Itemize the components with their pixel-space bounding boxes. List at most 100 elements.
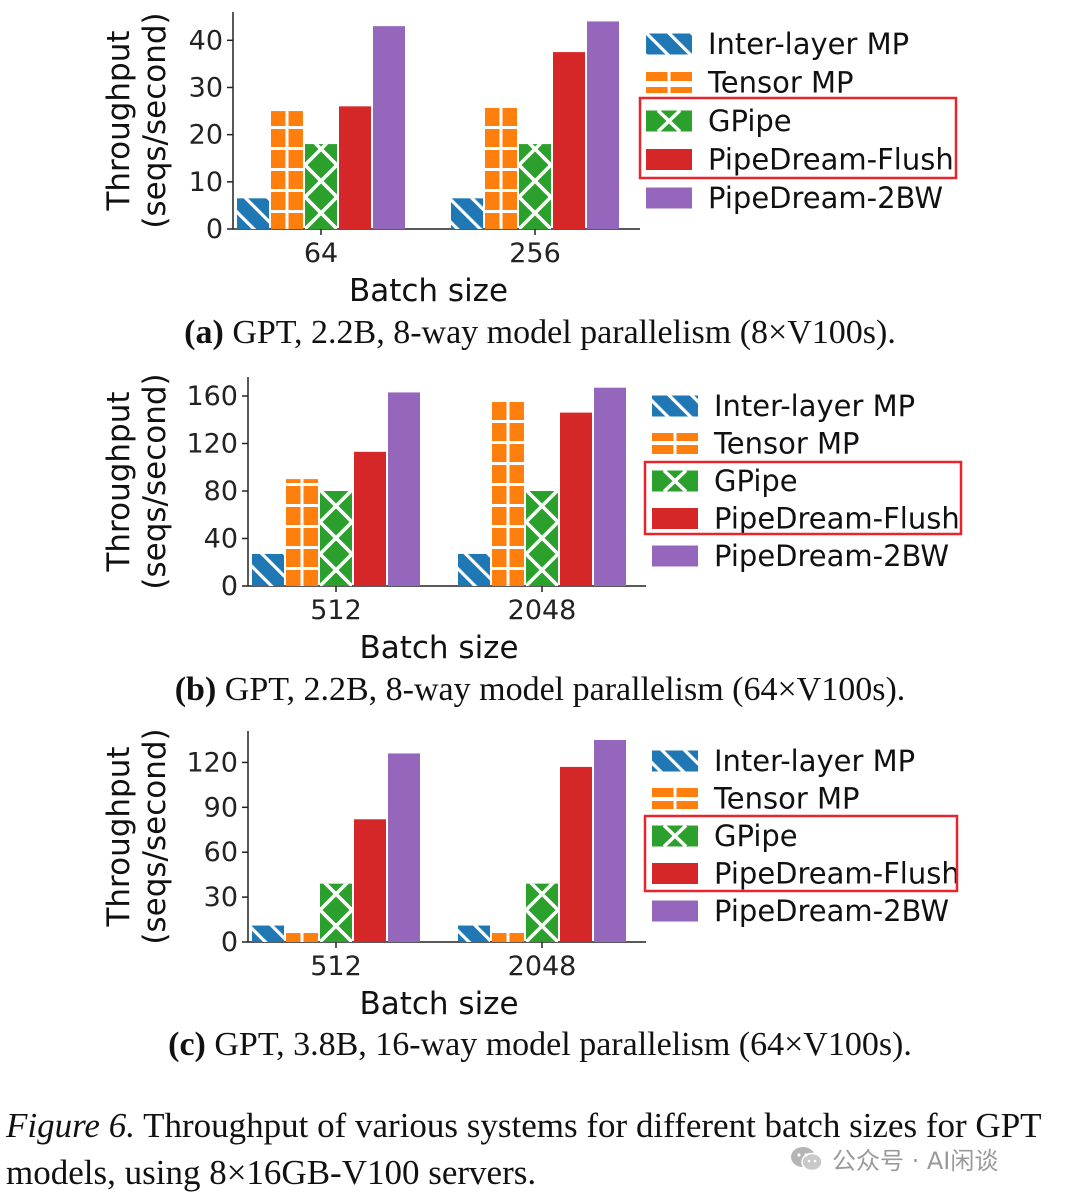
- subfigure-caption-label: (b): [175, 671, 217, 708]
- subfigure-caption-label: (c): [168, 1026, 206, 1063]
- bar-gpipe-2048-hatch: [526, 491, 558, 586]
- y-tick-label: 90: [204, 792, 238, 823]
- x-tick-label: 2048: [508, 951, 577, 982]
- legend-swatch-pipedream-2bw: [652, 900, 698, 922]
- legend-label-gpipe: GPipe: [714, 819, 798, 853]
- legend-label-pipedream-flush: PipeDream-Flush: [714, 857, 960, 891]
- chart-3: 0 30 60 90 120 Throughput(seqs/second) 512 2048…: [101, 728, 960, 1063]
- bar-pipedream-2bw-512: [388, 392, 420, 586]
- bar-gpipe-64: [305, 144, 337, 229]
- figure-caption-text: Throughput of various systems for differ…: [6, 1106, 1041, 1192]
- y-tick-label: 40: [189, 25, 223, 56]
- subfigure-caption-text: GPT, 3.8B, 16-way model parallelism (64×…: [206, 1026, 912, 1063]
- y-tick-label: 0: [221, 571, 238, 602]
- legend-highlight-box: [638, 96, 958, 180]
- legend-swatch-pipedream-flush: [646, 149, 692, 170]
- y-tick-label: 40: [204, 524, 238, 555]
- chart-1: 0 10 20 30 40 Throughput(seqs/second) 64 256Bat…: [101, 12, 958, 351]
- bar-inter-layer-mp-512: [252, 925, 284, 942]
- y-tick-label: 10: [189, 167, 223, 198]
- legend: Inter-layer MP Tensor MP GPipe PipeDream-Fl…: [638, 27, 958, 215]
- y-tick-label: 30: [204, 882, 238, 913]
- bar-gpipe-256-hatch: [519, 144, 551, 229]
- legend-label-tensor-mp: Tensor MP: [707, 66, 854, 100]
- wechat-icon: [791, 1146, 823, 1171]
- x-axis-label: Batch size: [359, 986, 518, 1022]
- bar-pipedream-2bw-2048: [594, 739, 626, 942]
- bar-pipedream-flush-2048: [560, 766, 592, 942]
- y-tick-label: 0: [221, 927, 238, 958]
- legend-highlight-box: [643, 460, 963, 536]
- x-tick-label: 512: [310, 595, 362, 626]
- x-tick-label: 2048: [508, 595, 577, 626]
- y-tick-label: 160: [186, 381, 238, 412]
- figure-caption: Figure 6. Throughput of various systems …: [6, 1102, 1078, 1196]
- bar-pipedream-flush-64: [339, 106, 371, 229]
- legend-highlight-box: [643, 814, 959, 893]
- legend-label-pipedream-2bw: PipeDream-2BW: [714, 539, 949, 573]
- bar-pipedream-2bw-512: [388, 753, 420, 942]
- bar-inter-layer-mp-2048: [458, 925, 490, 942]
- x-axis-label: Batch size: [359, 630, 518, 666]
- bar-pipedream-flush-512: [354, 819, 386, 942]
- bar-pipedream-2bw-64: [373, 26, 405, 229]
- bar-gpipe-256: [519, 144, 551, 229]
- bar-pipedream-flush-2048: [560, 412, 592, 586]
- bar-inter-layer-mp-2048: [458, 553, 490, 586]
- y-tick-label: 30: [189, 72, 223, 103]
- bar-pipedream-2bw-2048: [594, 387, 626, 586]
- bar-inter-layer-mp-64: [237, 198, 269, 229]
- subfigure-caption-text: GPT, 2.2B, 8-way model parallelism (64×V…: [216, 671, 905, 708]
- y-axis-label: Throughput(seqs/second): [101, 12, 173, 228]
- bar-gpipe-64-hatch: [305, 144, 337, 229]
- legend-label-pipedream-flush: PipeDream-Flush: [708, 143, 954, 177]
- subfigure-caption: (b) GPT, 2.2B, 8-way model parallelism (…: [175, 671, 906, 708]
- legend-swatch-pipedream-flush: [652, 508, 698, 529]
- legend-swatch-pipedream-2bw: [652, 545, 698, 567]
- bar-pipedream-flush-256: [553, 52, 585, 229]
- x-tick-label: 512: [310, 951, 362, 982]
- watermark-text: 公众号 · AI闲谈: [832, 1147, 999, 1175]
- subfigure-caption: (a) GPT, 2.2B, 8-way model parallelism (…: [184, 314, 896, 351]
- legend-label-tensor-mp: Tensor MP: [713, 427, 860, 461]
- legend-swatch-inter-layer-mp: [646, 33, 692, 55]
- y-axis-label: Throughput(seqs/second): [101, 728, 173, 944]
- bar-gpipe-2048-hatch: [526, 883, 558, 943]
- bar-gpipe-512-hatch: [320, 491, 352, 586]
- x-axis-label: Batch size: [349, 273, 508, 309]
- legend-label-pipedream-flush: PipeDream-Flush: [714, 502, 960, 536]
- chart-2: 0 40 80 120 160 Throughput(seqs/second) 512 204…: [101, 373, 963, 708]
- bar-inter-layer-mp-512: [252, 553, 284, 586]
- legend-label-pipedream-2bw: PipeDream-2BW: [708, 181, 943, 215]
- subfigure-caption: (c) GPT, 3.8B, 16-way model parallelism …: [168, 1026, 912, 1063]
- y-tick-label: 0: [206, 214, 223, 245]
- legend-label-tensor-mp: Tensor MP: [713, 782, 860, 816]
- legend-label-inter-layer-mp: Inter-layer MP: [714, 389, 915, 423]
- legend-swatch-inter-layer-mp: [652, 750, 698, 772]
- x-tick-label: 256: [509, 238, 561, 269]
- legend-label-gpipe: GPipe: [714, 464, 798, 498]
- legend-label-pipedream-2bw: PipeDream-2BW: [714, 894, 949, 928]
- figure-caption-label: Figure 6.: [6, 1106, 135, 1145]
- y-tick-label: 60: [204, 837, 238, 868]
- legend-swatch-pipedream-flush: [652, 863, 698, 884]
- bar-pipedream-2bw-256: [587, 21, 619, 229]
- y-axis-label: Throughput(seqs/second): [101, 373, 173, 589]
- legend-label-gpipe: GPipe: [708, 104, 792, 138]
- y-tick-label: 120: [186, 429, 238, 460]
- legend-swatch-inter-layer-mp: [652, 395, 698, 417]
- y-tick-label: 80: [204, 476, 238, 507]
- bar-pipedream-flush-512: [354, 451, 386, 586]
- bar-gpipe-512-hatch: [320, 883, 352, 943]
- legend-swatch-pipedream-2bw: [646, 187, 692, 209]
- legend-label-inter-layer-mp: Inter-layer MP: [708, 27, 909, 61]
- y-tick-label: 120: [186, 747, 238, 778]
- x-tick-label: 64: [304, 238, 338, 269]
- y-tick-label: 20: [189, 120, 223, 151]
- subfigure-caption-text: GPT, 2.2B, 8-way model parallelism (8×V1…: [224, 314, 896, 351]
- watermark: 公众号 · AI闲谈: [790, 1141, 998, 1176]
- bar-inter-layer-mp-256: [451, 198, 483, 229]
